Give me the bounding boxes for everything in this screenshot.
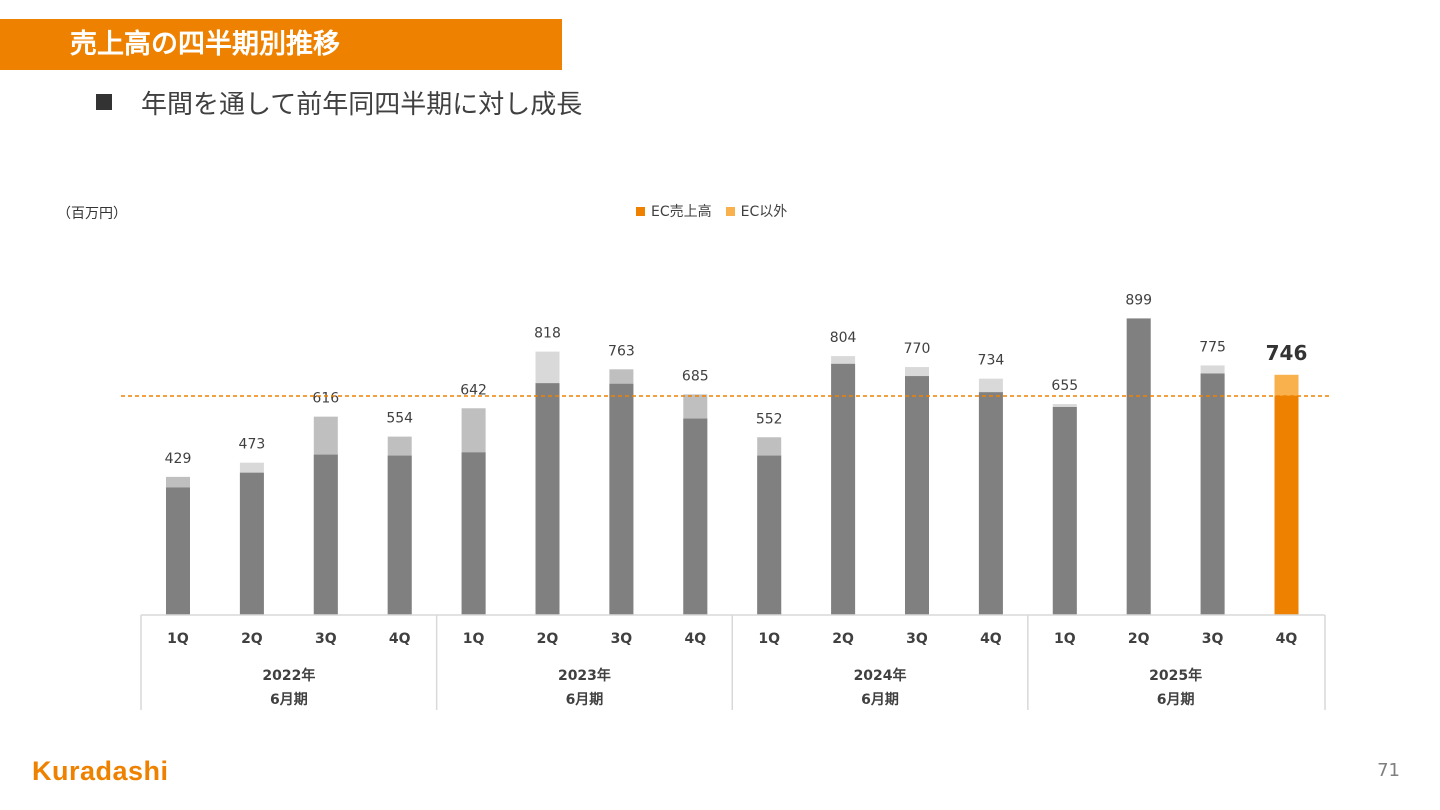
x-tick-label: 1Q [167, 631, 189, 647]
data-label: 899 [1125, 292, 1152, 308]
group-label-period: 6月期 [1157, 692, 1195, 708]
data-label: 804 [830, 330, 857, 346]
group-label-period: 6月期 [270, 692, 308, 708]
x-tick-label: 3Q [611, 631, 633, 647]
data-label: 616 [312, 391, 339, 407]
legend-label: EC売上高 [651, 204, 712, 220]
x-tick-label: 3Q [1202, 631, 1224, 647]
x-tick-label: 2Q [1128, 631, 1150, 647]
bar-ec-segment [978, 392, 1003, 615]
legend-item-other: EC以外 [725, 201, 788, 221]
x-tick-label: 4Q [980, 631, 1002, 647]
x-tick-label: 3Q [906, 631, 928, 647]
group-label-year: 2024年 [854, 667, 907, 684]
bar-ec-segment [905, 376, 929, 615]
bar-ec-segment [461, 452, 486, 615]
legend-item-ec: EC売上高 [636, 201, 712, 221]
data-label: 473 [239, 437, 266, 453]
x-tick-label: 3Q [315, 631, 337, 647]
data-label: 552 [756, 411, 783, 427]
data-label: 642 [460, 382, 487, 398]
data-label: 429 [165, 451, 192, 467]
bar-ec-segment [1126, 318, 1151, 615]
bar-ec-segment [387, 455, 412, 615]
group-label-year: 2025年 [1149, 667, 1202, 684]
x-tick-label: 2Q [832, 631, 854, 647]
bar-ec-segment [535, 383, 560, 615]
slide-title: 売上高の四半期別推移 [0, 19, 562, 70]
x-tick-label: 1Q [1054, 631, 1076, 647]
bar-ec-segment [166, 487, 190, 615]
data-label: 734 [978, 353, 1005, 369]
unit-label: （百万円） [57, 206, 127, 222]
x-tick-label: 1Q [758, 631, 780, 647]
group-label-period: 6月期 [861, 692, 899, 708]
bar-ec-segment [683, 418, 708, 615]
x-tick-label: 1Q [463, 631, 485, 647]
data-label: 770 [904, 341, 931, 357]
bar-ec-segment [757, 455, 782, 615]
page-number: 71 [1377, 760, 1400, 781]
kuradashi-logo: Kuradashi [32, 756, 169, 786]
data-label: 685 [682, 368, 709, 384]
bar-ec-segment [831, 363, 856, 615]
data-label: 763 [608, 343, 635, 359]
legend-swatch-icon [636, 206, 645, 216]
x-tick-label: 4Q [684, 631, 706, 647]
data-label: 818 [534, 326, 561, 342]
bullet-point: 年間を通して前年同四半期に対し成長 [96, 84, 582, 120]
bar-ec-segment [313, 454, 338, 615]
data-label: 554 [386, 411, 413, 427]
group-label-period: 6月期 [566, 692, 604, 708]
data-label: 775 [1199, 339, 1226, 355]
bar-ec-segment [239, 472, 264, 615]
data-label: 655 [1051, 378, 1078, 394]
x-tick-label: 2Q [537, 631, 559, 647]
bar-ec-segment [1052, 406, 1077, 615]
bar-ec-segment [1200, 373, 1225, 615]
group-label-year: 2023年 [558, 667, 611, 684]
x-tick-label: 2Q [241, 631, 263, 647]
bullet-text: 年間を通して前年同四半期に対し成長 [141, 89, 583, 120]
legend-swatch-icon [725, 206, 735, 216]
data-label: 746 [1266, 341, 1308, 365]
bullet-square-icon [96, 94, 112, 110]
x-tick-label: 4Q [1276, 631, 1298, 647]
bar-ec-segment [1274, 395, 1299, 615]
legend-label: EC以外 [740, 204, 788, 220]
chart-legend: EC売上高 EC以外 [636, 201, 801, 221]
x-tick-label: 4Q [389, 631, 411, 647]
bar-ec-segment [609, 383, 634, 615]
group-label-year: 2022年 [262, 667, 315, 684]
